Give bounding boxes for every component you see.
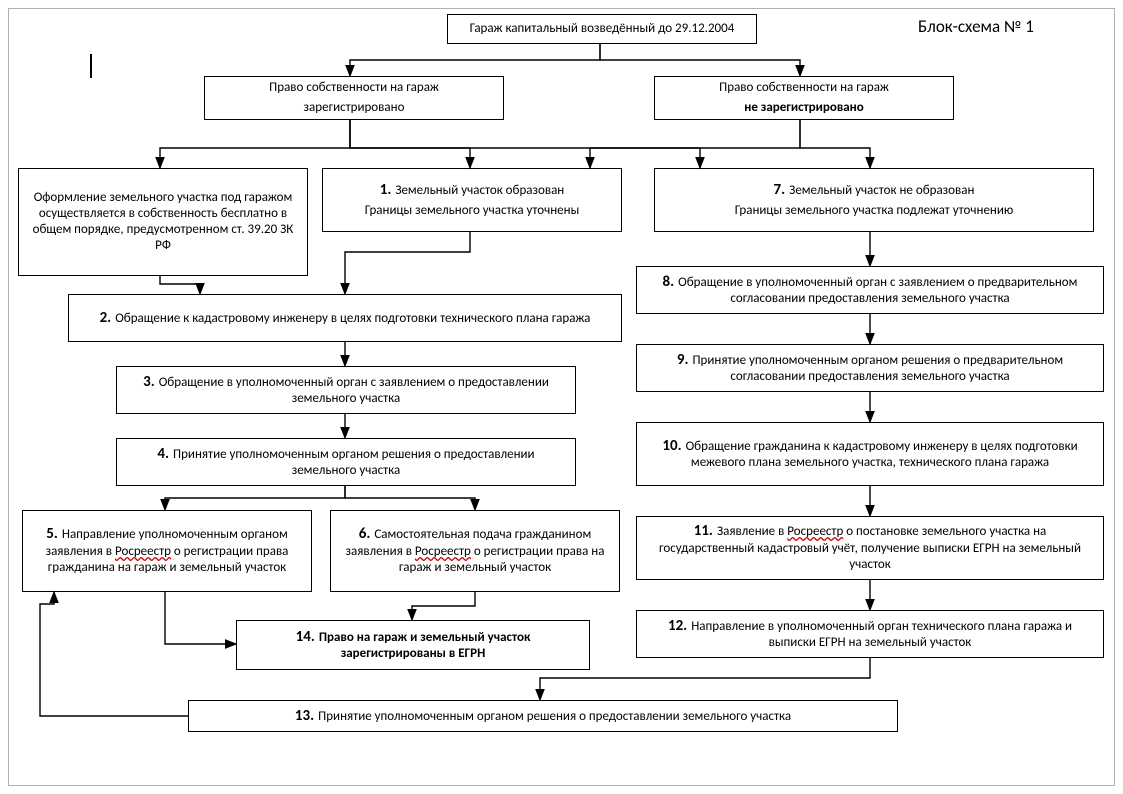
node-text: Принятие уполномоченным органом решения … — [692, 353, 1063, 385]
node-11: 11.Заявление в Росреестр о постановке зе… — [636, 516, 1104, 580]
node-text: Обращение к кадастровому инженеру в целя… — [115, 311, 590, 326]
flowchart-canvas: Блок-схема № 1 Гараж капитальный возведё… — [0, 0, 1123, 794]
node-text: Обращение в уполномоченный орган с заявл… — [159, 375, 549, 407]
node-num: 3. — [143, 373, 155, 391]
diagram-title: Блок-схема № 1 — [918, 16, 1034, 37]
node-spell: Росреестр — [787, 524, 843, 539]
node-root: Гараж капитальный возведённый до 29.12.2… — [447, 14, 757, 44]
node-spell: Росреестр — [415, 544, 471, 559]
node-num: 6. — [359, 525, 371, 543]
node-text2: не зарегистрировано — [744, 100, 864, 116]
node-text2: Границы земельного участка уточнены — [365, 203, 579, 219]
node-text: Принятие уполномоченным органом решения … — [318, 709, 791, 724]
node-num: 4. — [157, 445, 169, 463]
node-6: 6.Самостоятельная подача гражданином зая… — [330, 510, 620, 592]
node-14: 14.Право на гараж и земельный участок за… — [236, 620, 590, 670]
node-text: Право собственности на гараж — [269, 80, 439, 96]
node-7: 7.Земельный участок не образован Границы… — [654, 168, 1094, 232]
node-text: Оформление земельного участка под гаражо… — [27, 190, 299, 255]
node-text: Обращение гражданина к кадастровому инже… — [686, 439, 1078, 471]
node-13: 13. Принятие уполномоченным органом решен… — [188, 700, 898, 732]
node-num: 8. — [663, 273, 675, 291]
node-text: Направление в уполномоченный орган техни… — [691, 619, 1072, 651]
node-text: Обращение в уполномоченный орган с заявл… — [678, 275, 1077, 307]
node-text: Право на гараж и земельный участок зарег… — [319, 630, 531, 662]
node-text: Земельный участок не образован — [789, 183, 974, 198]
node-num: 9. — [677, 351, 689, 369]
node-spell: Росреестр — [115, 544, 171, 559]
node-free: Оформление земельного участка под гаражо… — [18, 168, 308, 276]
node-text: Принятие уполномоченным органом решения … — [173, 447, 535, 479]
node-unregistered: Право собственности на гараж не зарегист… — [654, 76, 954, 120]
node-num: 11. — [694, 522, 713, 540]
node-num: 5. — [46, 525, 58, 543]
node-9: 9.Принятие уполномоченным органом решени… — [636, 344, 1104, 392]
node-8: 8.Обращение в уполномоченный орган с зая… — [636, 266, 1104, 314]
node-5: 5.Направление уполномоченным органом зая… — [22, 510, 312, 592]
node-2: 2.Обращение к кадастровому инженеру в це… — [68, 294, 622, 342]
node-text2: Границы земельного участка подлежат уточ… — [735, 203, 1014, 219]
node-10: 10. Обращение гражданина к кадастровому и… — [636, 422, 1104, 486]
node-12: 12.Направление в уполномоченный орган те… — [636, 610, 1104, 658]
text-cursor — [90, 54, 92, 78]
node-1: 1.Земельный участок образован Границы зе… — [322, 168, 622, 232]
node-num: 14. — [296, 628, 315, 646]
node-3: 3.Обращение в уполномоченный орган с зая… — [116, 366, 576, 414]
node-text-pre: Заявление в — [717, 524, 787, 539]
node-4: 4.Принятие уполномоченным органом решени… — [116, 438, 576, 486]
node-text: Гараж капитальный возведённый до 29.12.2… — [470, 21, 735, 37]
node-text: Право собственности на гараж — [719, 80, 889, 96]
node-num: 12. — [668, 617, 687, 635]
node-text2: зарегистрировано — [304, 100, 405, 116]
node-registered: Право собственности на гараж зарегистрир… — [204, 76, 504, 120]
node-num: 1. — [380, 181, 392, 199]
node-num: 10. — [662, 437, 681, 455]
node-text: Земельный участок образован — [395, 183, 564, 198]
node-num: 7. — [774, 181, 786, 199]
node-num: 2. — [100, 309, 112, 327]
node-num: 13. — [295, 707, 314, 725]
